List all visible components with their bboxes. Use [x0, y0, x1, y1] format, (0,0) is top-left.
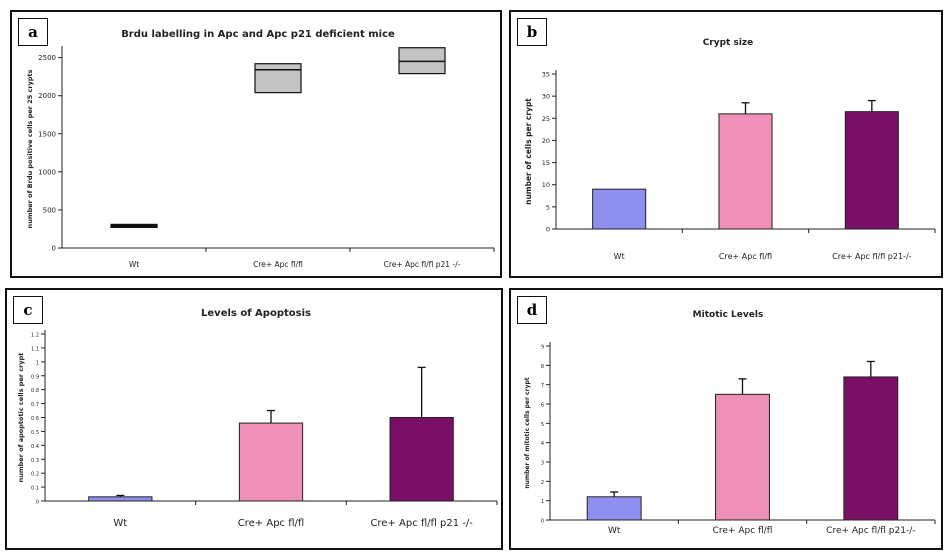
- y-tick-label: 9: [541, 345, 544, 351]
- x-category-label: Wt: [129, 260, 139, 269]
- bar: [389, 417, 454, 502]
- bar: [592, 188, 647, 230]
- box-chart: Brdu labelling in Apc and Apc p21 defici…: [26, 29, 495, 269]
- bar: [843, 376, 899, 521]
- y-tick-label: 15: [542, 159, 550, 167]
- y-tick-label: 0.3: [31, 458, 39, 464]
- chart-title: Mitotic Levels: [693, 310, 764, 320]
- y-tick-label: 7: [541, 383, 544, 389]
- y-tick-label: 5: [541, 422, 544, 428]
- bar: [88, 496, 153, 502]
- y-tick-label: 1: [541, 499, 544, 505]
- y-tick-label: 0.1: [31, 486, 39, 492]
- panel-a: a Brdu labelling in Apc and Apc p21 defi…: [10, 10, 502, 278]
- y-axis-label: number of apoptotic cells per crypt: [17, 353, 25, 483]
- box: [398, 47, 446, 75]
- y-tick-label: 2: [541, 480, 544, 486]
- x-category-label: Cre+ Apc fl/fl: [253, 260, 303, 269]
- y-tick-label: 1500: [38, 130, 56, 138]
- y-tick-label: 1000: [38, 168, 56, 176]
- panel-letter: b: [517, 18, 547, 46]
- panel-d: d Mitotic Levels number of mitotic cells …: [509, 288, 943, 550]
- y-tick-label: 2000: [38, 92, 56, 100]
- y-tick-label: 20: [542, 137, 550, 145]
- y-axis-label: number of mitotic cells per crypt: [524, 377, 531, 488]
- x-category-label: Cre+ Apc fl/fl: [713, 526, 773, 536]
- y-tick-label: 0.8: [31, 388, 39, 394]
- x-category-label: Cre+ Apc fl/fl p21 -/-: [370, 518, 473, 529]
- x-category-label: Cre+ Apc fl/fl: [719, 252, 772, 261]
- chart-title: Crypt size: [703, 38, 754, 48]
- bar: [715, 393, 770, 521]
- panel-b: b Crypt size number of cells per crypt 0 5 1…: [509, 10, 943, 278]
- x-category-label: Cre+ Apc fl/fl p21-/-: [826, 526, 915, 536]
- panel-letter: d: [517, 296, 547, 324]
- y-tick-label: 10: [542, 181, 550, 189]
- bar-chart: Crypt size number of cells per crypt 0 5 10 1…: [524, 38, 936, 261]
- x-category-label: Cre+ Apc fl/fl p21 -/-: [384, 260, 461, 269]
- y-tick-label: 0.6: [31, 416, 39, 422]
- panel-c: c Levels of Apoptosis number of apoptotic…: [5, 288, 503, 550]
- y-tick-label: 4: [541, 441, 544, 447]
- y-tick-label: 0.2: [31, 472, 39, 478]
- y-axis-label: number of cells per crypt: [524, 98, 533, 205]
- y-tick-label: 2500: [38, 54, 56, 62]
- x-category-label: Wt: [113, 518, 127, 529]
- bar-chart: Levels of Apoptosis number of apoptotic c…: [17, 308, 498, 529]
- y-tick-label: 0.4: [31, 444, 39, 450]
- bar: [718, 113, 773, 230]
- x-category-label: Cre+ Apc fl/fl p21-/-: [832, 252, 912, 261]
- y-tick-label: 0: [546, 226, 550, 234]
- y-tick-label: 0: [541, 519, 544, 525]
- y-tick-label: 3: [541, 461, 544, 467]
- bar: [844, 111, 899, 230]
- box: [254, 63, 302, 94]
- y-tick-label: 0.5: [31, 430, 39, 436]
- y-tick-label: 0: [52, 245, 56, 253]
- y-tick-label: 1: [36, 360, 39, 366]
- bar-chart: Mitotic Levels number of mitotic cells pe…: [524, 310, 936, 536]
- panel-letter: c: [13, 296, 43, 324]
- y-tick-label: 35: [542, 71, 550, 79]
- x-category-label: Cre+ Apc fl/fl: [238, 518, 304, 529]
- y-tick-label: 500: [43, 206, 56, 214]
- bar: [238, 422, 304, 502]
- y-tick-label: 0.9: [31, 374, 39, 380]
- y-tick-label: 0: [36, 500, 39, 506]
- y-tick-label: 5: [546, 203, 550, 211]
- x-category-label: Wt: [614, 252, 625, 261]
- chart-title: Levels of Apoptosis: [201, 308, 311, 319]
- y-tick-label: 8: [541, 364, 544, 370]
- panel-letter: a: [18, 18, 48, 46]
- y-axis-label: number of Brdu positive cells per 25 cry…: [26, 69, 34, 228]
- y-tick-label: 0.7: [31, 402, 39, 408]
- chart-title: Brdu labelling in Apc and Apc p21 defici…: [121, 29, 395, 40]
- y-tick-label: 1.1: [31, 346, 39, 352]
- bar: [586, 496, 642, 521]
- y-tick-label: 6: [541, 403, 544, 409]
- y-tick-label: 1.2: [31, 333, 39, 339]
- x-category-label: Wt: [608, 526, 621, 536]
- y-tick-label: 25: [542, 115, 550, 123]
- y-tick-label: 30: [542, 93, 550, 101]
